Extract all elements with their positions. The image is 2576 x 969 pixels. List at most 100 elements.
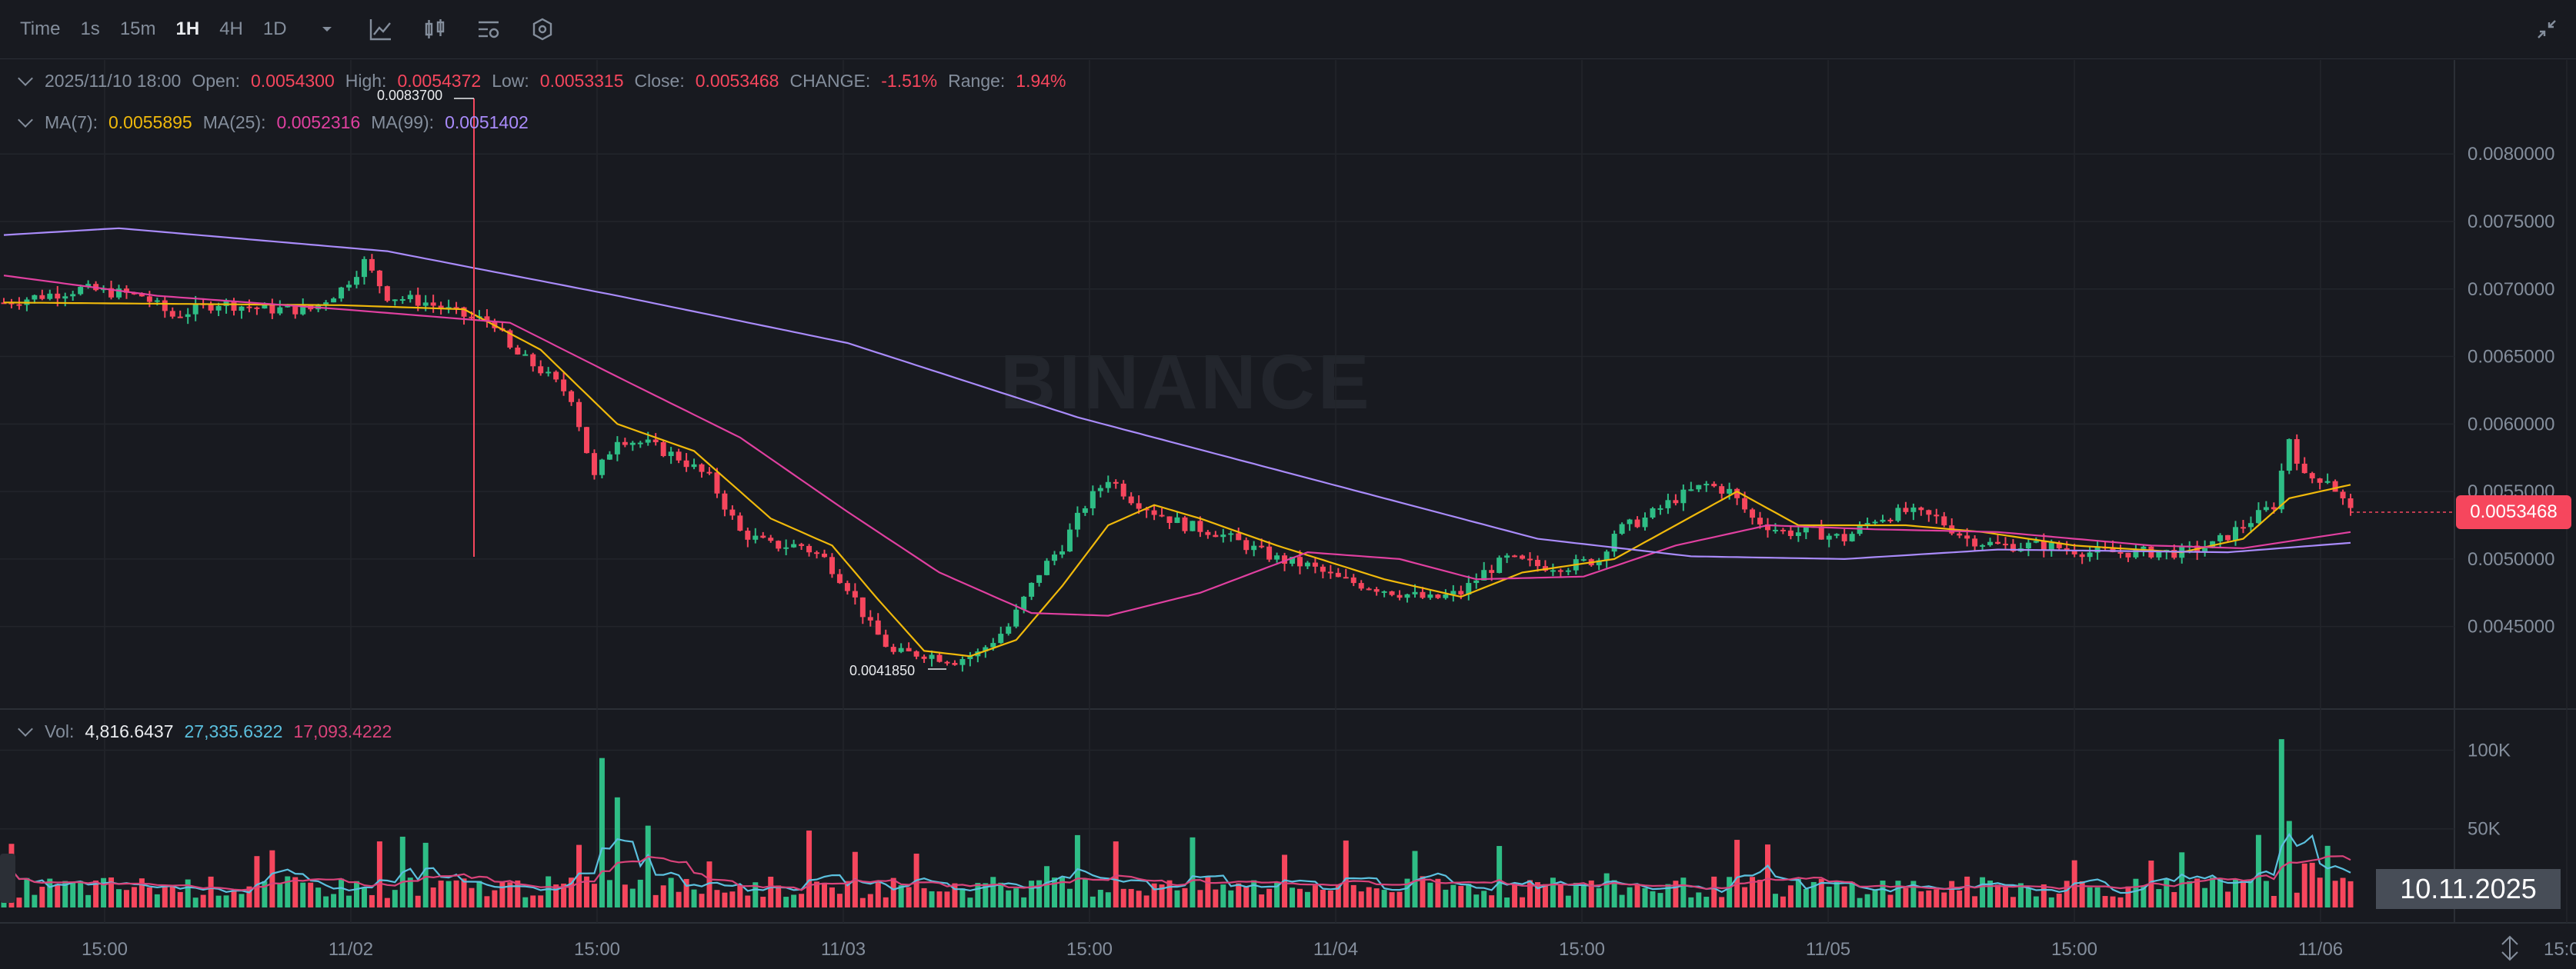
volume-bar	[484, 896, 490, 907]
candle-body	[1290, 557, 1295, 564]
volume-bar	[2340, 877, 2346, 907]
candle-body	[569, 391, 575, 402]
candle-body	[2056, 542, 2062, 548]
candle-body	[108, 288, 115, 298]
volume-bar	[875, 881, 881, 907]
volume-bar	[2017, 883, 2024, 907]
candle-body	[1006, 626, 1012, 634]
interval-1d[interactable]: 1D	[262, 18, 287, 39]
candle-body	[729, 509, 736, 516]
line-chart-icon[interactable]	[367, 15, 395, 43]
candle-body	[215, 305, 222, 311]
chevron-down-icon[interactable]	[18, 721, 33, 737]
interval-15m[interactable]: 15m	[119, 18, 156, 39]
volume-bar	[1611, 880, 1617, 907]
volume-bar	[1719, 897, 1725, 907]
candle-body	[1159, 514, 1165, 517]
volume-bar	[614, 797, 620, 907]
volume-bar	[729, 891, 736, 907]
volume-bar	[215, 895, 222, 907]
hexagon-settings-icon[interactable]	[529, 15, 556, 43]
candle-body	[1381, 591, 1387, 593]
candle-body	[1082, 508, 1088, 513]
volume-bar	[1573, 882, 1579, 907]
volume-bar	[1795, 878, 1801, 907]
candle-body	[1427, 594, 1433, 598]
candle-body	[814, 552, 820, 554]
candle-body	[1680, 489, 1687, 504]
volume-bar	[1473, 894, 1480, 907]
candle-body	[722, 493, 728, 510]
candle-body	[1711, 484, 1717, 487]
volume-bar	[1350, 884, 1356, 907]
candle-body	[2324, 481, 2331, 483]
chevron-down-icon[interactable]	[18, 112, 33, 128]
candle-body	[1872, 521, 1878, 524]
interval-4h[interactable]: 4H	[219, 18, 243, 39]
candle-body	[438, 305, 444, 309]
volume-bar	[2064, 881, 2070, 907]
volume-bar	[1703, 897, 1710, 907]
candle-body	[2271, 507, 2277, 510]
volume-bar	[2194, 878, 2201, 907]
time-interval-label[interactable]: Time	[20, 18, 61, 39]
candle-body	[422, 302, 429, 306]
volume-bar	[1665, 884, 1671, 907]
candle-body	[515, 347, 521, 355]
chevron-down-icon[interactable]	[313, 15, 341, 43]
volume-bar	[1926, 890, 1932, 907]
volume-bar	[162, 884, 168, 907]
volume-bar	[231, 891, 237, 907]
time-tick-label: 11/05	[1806, 939, 1850, 960]
volume-bar	[2247, 881, 2254, 907]
volume-bar	[822, 882, 827, 907]
volume-bar	[1151, 883, 1157, 907]
candle-body	[906, 648, 912, 651]
volume-bar	[2010, 897, 2016, 907]
volume-bar	[791, 894, 797, 907]
volume-bar	[591, 884, 597, 907]
chevron-down-icon[interactable]	[18, 70, 33, 86]
candle-body	[806, 545, 813, 553]
candle-body	[561, 379, 567, 391]
candle-body	[353, 277, 359, 285]
volume-bar	[1029, 881, 1035, 907]
volume-bar	[836, 894, 843, 907]
volume-bar	[1396, 891, 1403, 907]
candle-body	[1995, 541, 2001, 544]
candle-body	[944, 661, 950, 664]
candle-body	[1174, 517, 1180, 524]
candle-body	[1619, 524, 1625, 534]
volume-bar	[814, 881, 820, 907]
candle-body	[1818, 526, 1824, 540]
close-value: 0.0053468	[695, 71, 779, 91]
volume-bar	[2087, 887, 2093, 907]
interval-1s[interactable]: 1s	[80, 18, 100, 39]
candle-body	[131, 292, 137, 295]
candle-type-icon[interactable]	[421, 15, 449, 43]
volume-bar	[944, 891, 950, 907]
volume-bar	[768, 876, 774, 907]
volume-bar	[438, 881, 444, 907]
volume-bar	[2179, 852, 2185, 907]
candle-body	[998, 634, 1004, 644]
candle-body	[606, 454, 612, 460]
collapse-icon[interactable]	[2533, 15, 2561, 43]
volume-bar	[799, 894, 805, 907]
volume-bar	[1757, 879, 1763, 907]
volume-bar	[629, 888, 636, 907]
candle-body	[1450, 591, 1457, 595]
indicator-settings-icon[interactable]	[475, 15, 502, 43]
volume-bar	[1304, 891, 1310, 907]
candle-body	[399, 299, 405, 301]
volume-bar	[430, 887, 436, 907]
volume-bar	[553, 884, 559, 907]
interval-1h[interactable]: 1H	[175, 18, 200, 39]
volume-bar	[1013, 888, 1019, 907]
candle-body	[1795, 532, 1801, 536]
volume-bar	[331, 894, 337, 907]
range-value: 1.94%	[1016, 71, 1066, 91]
candle-body	[1404, 594, 1410, 598]
candle-body	[1243, 540, 1250, 551]
